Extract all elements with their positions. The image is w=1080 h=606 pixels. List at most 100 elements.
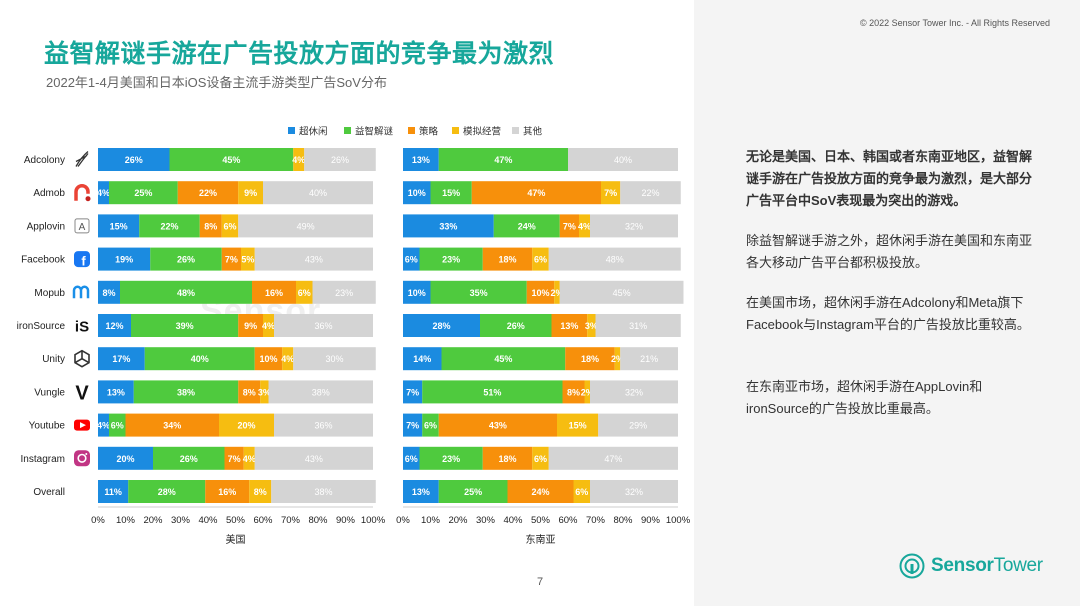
data-label-p1-c1-s3: 7% — [604, 188, 617, 198]
bar-segment-p0-c3-s0 — [98, 247, 151, 271]
bar-segment-p1-c1-s0 — [403, 181, 431, 205]
bar-segment-p0-c8-s3 — [219, 413, 274, 437]
x-tick-label-p0-5: 50% — [226, 515, 246, 526]
svg-text:A: A — [79, 222, 86, 233]
ironsource-icon: iS — [75, 319, 89, 336]
bar-segment-p0-c7-s2 — [238, 380, 261, 404]
bar-segment-p0-c5-s1 — [131, 314, 239, 337]
category-label-6: Unity — [42, 354, 65, 365]
x-tick-label-p1-9: 90% — [641, 515, 661, 526]
data-label-p1-c9-s0: 6% — [405, 454, 418, 464]
x-tick-label-p1-7: 70% — [586, 515, 606, 526]
data-label-p0-c6-s2: 10% — [259, 354, 277, 364]
data-label-p1-c0-s1: 47% — [494, 155, 512, 165]
bar-segment-p0-c4-s0 — [98, 280, 120, 304]
brand-name-part1: Sensor — [931, 555, 994, 576]
bar-segment-p1-c6-s1 — [441, 347, 566, 371]
legend-swatch-2 — [408, 127, 415, 134]
data-label-p0-c1-s4: 40% — [309, 188, 327, 198]
data-label-p0-c10-s3: 8% — [254, 487, 267, 497]
data-label-p1-c10-s2: 24% — [531, 487, 549, 497]
data-label-p1-c6-s2: 18% — [581, 354, 599, 364]
bar-segment-p0-c9-s4 — [254, 446, 373, 470]
data-label-p0-c10-s0: 11% — [104, 487, 122, 497]
bar-segment-p0-c0-s0 — [98, 148, 170, 171]
data-label-p1-c3-s2: 18% — [498, 255, 516, 265]
instagram-icon — [74, 450, 90, 467]
data-label-p0-c3-s3: 5% — [241, 255, 254, 265]
bar-segment-p1-c6-s2 — [565, 347, 615, 371]
bar-segment-p0-c1-s3 — [238, 181, 263, 205]
x-tick-label-p0-9: 90% — [336, 515, 356, 526]
legend-label-4: 其他 — [523, 126, 543, 138]
unity-icon — [74, 349, 90, 368]
legend-label-0: 超休闲 — [299, 126, 328, 138]
data-label-p1-c6-s3: 2% — [611, 354, 624, 364]
bar-segment-p0-c3-s4 — [254, 247, 373, 271]
bar-segment-p0-c8-s0 — [98, 413, 109, 437]
bar-segment-p0-c2-s3 — [221, 214, 239, 238]
data-label-p1-c7-s0: 7% — [406, 387, 419, 397]
bar-segment-p1-c4-s2 — [526, 280, 555, 304]
data-label-p1-c0-s0: 13% — [412, 155, 430, 165]
page-subtitle: 2022年1-4月美国和日本iOS设备主流手游类型广告SoV分布 — [46, 75, 387, 90]
category-label-10: Overall — [33, 487, 65, 498]
legend-swatch-4 — [512, 127, 519, 134]
data-label-p0-c8-s4: 36% — [314, 421, 332, 431]
bar-segment-p0-c4-s1 — [120, 280, 252, 304]
data-label-p1-c7-s4: 32% — [625, 387, 643, 397]
data-label-p0-c5-s4: 36% — [314, 321, 332, 331]
data-label-p0-c2-s3: 6% — [223, 221, 236, 231]
data-label-p1-c3-s1: 23% — [442, 255, 460, 265]
sensor-tower-logo-icon — [899, 553, 925, 579]
bar-segment-p1-c9-s3 — [532, 446, 549, 470]
data-label-p1-c1-s0: 10% — [408, 188, 426, 198]
x-tick-label-p1-0: 0% — [396, 515, 410, 526]
copyright-notice: © 2022 Sensor Tower Inc. - All Rights Re… — [859, 18, 1050, 28]
adcolony-icon — [75, 151, 89, 167]
bar-segment-p1-c8-s0 — [403, 413, 423, 437]
data-label-p1-c4-s2: 10% — [531, 288, 549, 298]
page-number: 7 — [537, 576, 544, 588]
data-label-p0-c4-s2: 16% — [265, 288, 283, 298]
facebook-icon: f — [74, 251, 90, 269]
right-panel — [694, 0, 1080, 606]
bar-segment-p1-c4-s0 — [403, 280, 431, 304]
svg-text:iS: iS — [75, 319, 89, 336]
legend-label-2: 策略 — [419, 126, 439, 138]
x-tick-label-p1-5: 50% — [531, 515, 551, 526]
bar-segment-p1-c3-s4 — [548, 247, 681, 271]
bar-segment-p0-c8-s4 — [274, 413, 373, 437]
mopub-icon — [72, 285, 90, 299]
category-label-1: Admob — [33, 188, 65, 199]
bar-segment-p1-c9-s0 — [403, 446, 420, 470]
x-tick-label-p0-0: 0% — [91, 515, 105, 526]
bar-segment-p1-c3-s1 — [419, 247, 483, 271]
data-label-p0-c5-s1: 39% — [176, 321, 194, 331]
data-label-p0-c5-s2: 9% — [244, 321, 257, 331]
bar-segment-p0-c6-s2 — [254, 347, 283, 371]
bar-segment-p1-c10-s3 — [573, 480, 590, 503]
bar-segment-p0-c6-s1 — [144, 347, 255, 371]
bar-segment-p0-c2-s1 — [139, 214, 200, 238]
vungle-icon: V — [75, 382, 89, 404]
bar-segment-p1-c10-s4 — [590, 480, 678, 503]
bar-segment-p0-c6-s3 — [282, 347, 294, 371]
data-label-p0-c1-s2: 22% — [199, 188, 217, 198]
bar-segment-p1-c3-s3 — [532, 247, 549, 271]
data-label-p1-c5-s1: 26% — [507, 321, 525, 331]
bar-segment-p1-c10-s2 — [507, 480, 574, 503]
data-label-p0-c8-s1: 6% — [111, 421, 124, 431]
data-label-p1-c8-s1: 6% — [424, 421, 437, 431]
data-label-p0-c10-s1: 28% — [158, 487, 176, 497]
bar-segment-p0-c3-s1 — [150, 247, 222, 271]
bar-segment-p0-c9-s3 — [243, 446, 255, 470]
data-label-p1-c1-s4: 22% — [641, 188, 659, 198]
bar-segment-p0-c5-s2 — [238, 314, 263, 337]
detail-paragraph-2: 在美国市场，超休闲手游在Adcolony和Meta旗下Facebook与Inst… — [746, 295, 1030, 332]
bar-segment-p0-c1-s2 — [177, 181, 239, 205]
bar-segment-p1-c7-s1 — [422, 380, 563, 404]
data-label-p0-c0-s3: 4% — [292, 155, 305, 165]
bar-segment-p0-c2-s2 — [199, 214, 222, 238]
legend-swatch-1 — [344, 127, 351, 134]
